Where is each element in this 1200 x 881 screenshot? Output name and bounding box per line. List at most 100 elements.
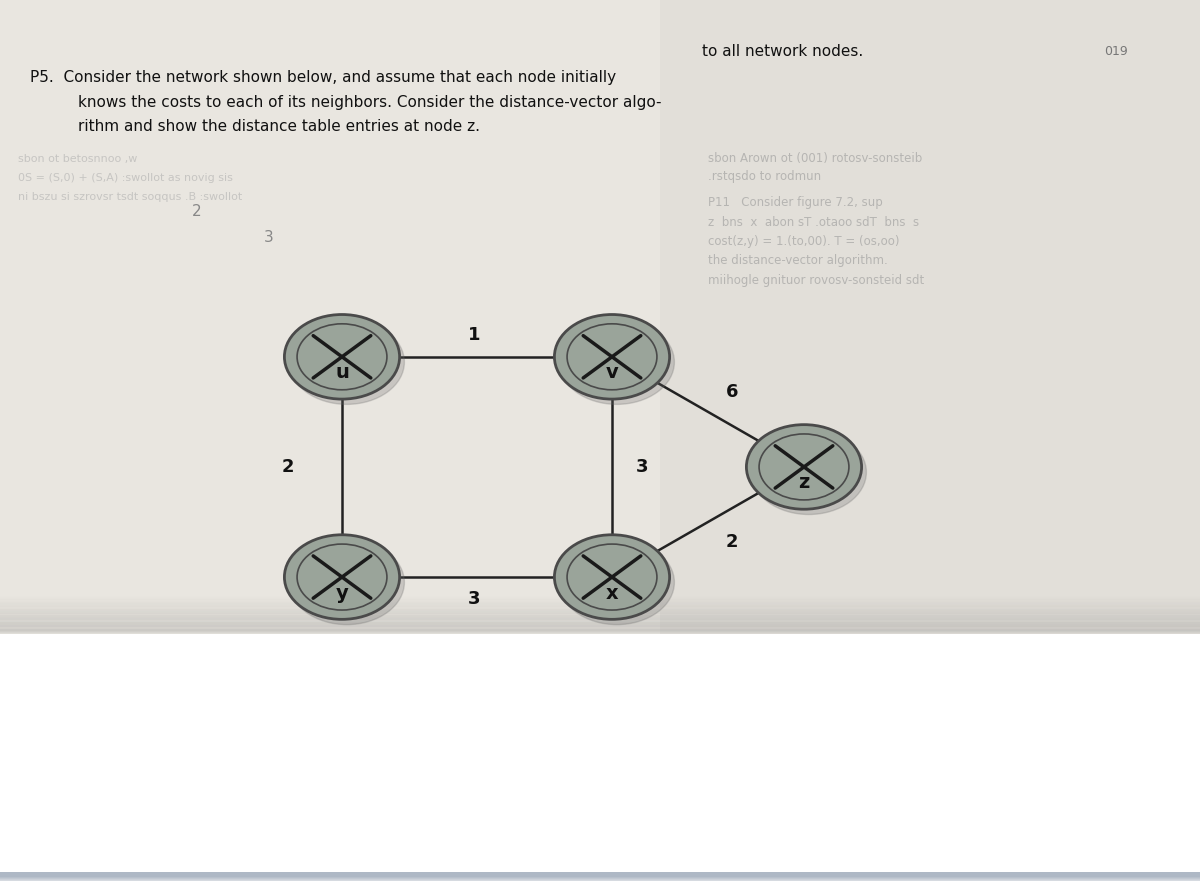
Bar <box>0 873 1200 877</box>
Bar <box>0 876 1200 880</box>
Bar <box>0 876 1200 880</box>
Bar <box>0 876 1200 880</box>
Text: .rstqsdo to rodmun: .rstqsdo to rodmun <box>708 170 821 182</box>
Bar <box>0 872 1200 877</box>
Bar <box>0 873 1200 877</box>
FancyBboxPatch shape <box>0 627 1200 632</box>
Bar <box>0 873 1200 877</box>
Text: z  bns  x  abon sT .otaoo sdT  bns  s: z bns x abon sT .otaoo sdT bns s <box>708 216 919 228</box>
Bar <box>0 875 1200 879</box>
Circle shape <box>746 425 862 509</box>
Bar <box>0 877 1200 881</box>
Bar <box>0 873 1200 877</box>
Bar <box>0 877 1200 881</box>
Circle shape <box>559 540 674 625</box>
Bar <box>0 875 1200 879</box>
FancyBboxPatch shape <box>0 0 1200 634</box>
Text: v: v <box>606 363 618 382</box>
Bar <box>0 874 1200 878</box>
Bar <box>0 873 1200 877</box>
Bar <box>0 877 1200 881</box>
Bar <box>0 877 1200 881</box>
Bar <box>0 874 1200 878</box>
Bar <box>0 877 1200 881</box>
Bar <box>0 873 1200 877</box>
Bar <box>0 876 1200 880</box>
Bar <box>0 876 1200 880</box>
Bar <box>0 872 1200 877</box>
Bar <box>0 876 1200 880</box>
Bar <box>0 875 1200 879</box>
Bar <box>0 875 1200 879</box>
FancyBboxPatch shape <box>0 619 1200 624</box>
Bar <box>0 872 1200 877</box>
Text: z: z <box>798 473 810 492</box>
Bar <box>0 873 1200 877</box>
Bar <box>0 875 1200 879</box>
Bar <box>0 872 1200 877</box>
Bar <box>0 874 1200 878</box>
Bar <box>0 874 1200 878</box>
Bar <box>0 874 1200 878</box>
Bar <box>0 873 1200 877</box>
Bar <box>0 875 1200 879</box>
Bar <box>0 875 1200 879</box>
Bar <box>0 872 1200 877</box>
Bar <box>0 877 1200 881</box>
Text: x: x <box>606 583 618 603</box>
Bar <box>0 877 1200 881</box>
Bar <box>0 876 1200 880</box>
Bar <box>0 873 1200 877</box>
Bar <box>0 876 1200 880</box>
Bar <box>0 873 1200 877</box>
Text: 1: 1 <box>468 326 480 344</box>
Circle shape <box>554 535 670 619</box>
Bar <box>0 876 1200 880</box>
Bar <box>0 872 1200 877</box>
Bar <box>0 875 1200 879</box>
Bar <box>0 874 1200 878</box>
Bar <box>0 877 1200 881</box>
Bar <box>0 876 1200 880</box>
Text: P11   Consider figure 7.2, sup: P11 Consider figure 7.2, sup <box>708 196 883 209</box>
FancyBboxPatch shape <box>0 629 1200 633</box>
Circle shape <box>289 320 404 404</box>
Bar <box>0 873 1200 877</box>
Bar <box>0 876 1200 880</box>
Bar <box>0 873 1200 877</box>
Bar <box>0 874 1200 878</box>
Bar <box>0 874 1200 878</box>
Bar <box>0 873 1200 877</box>
Bar <box>0 876 1200 880</box>
Bar <box>0 877 1200 881</box>
Bar <box>0 872 1200 877</box>
FancyBboxPatch shape <box>0 626 1200 630</box>
Bar <box>0 873 1200 877</box>
Bar <box>0 872 1200 877</box>
Bar <box>0 873 1200 877</box>
Bar <box>0 874 1200 878</box>
Bar <box>0 872 1200 877</box>
Bar <box>0 874 1200 877</box>
Bar <box>0 876 1200 880</box>
FancyBboxPatch shape <box>0 623 1200 627</box>
Circle shape <box>751 430 866 515</box>
Bar <box>0 875 1200 879</box>
Bar <box>0 873 1200 877</box>
Bar <box>0 875 1200 879</box>
Bar <box>0 872 1200 877</box>
Bar <box>0 876 1200 880</box>
Bar <box>0 877 1200 881</box>
Bar <box>0 874 1200 878</box>
Bar <box>0 872 1200 877</box>
Bar <box>0 873 1200 877</box>
Bar <box>0 873 1200 877</box>
Bar <box>0 876 1200 880</box>
Bar <box>0 875 1200 879</box>
Bar <box>0 874 1200 878</box>
Bar <box>0 873 1200 877</box>
Text: ni bszu si szrovsr tsdt soqqus .B :swollot: ni bszu si szrovsr tsdt soqqus .B :swoll… <box>18 192 242 203</box>
Bar <box>0 876 1200 880</box>
Bar <box>0 872 1200 877</box>
Bar <box>0 874 1200 879</box>
